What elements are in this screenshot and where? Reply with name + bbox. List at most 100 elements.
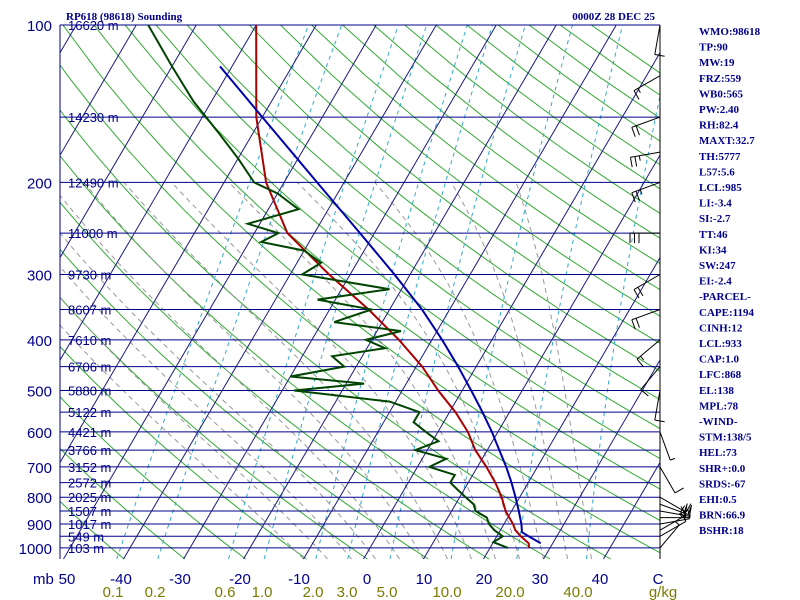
- stability-index: TP:90: [699, 42, 728, 54]
- dry-adiabat-line: [60, 201, 490, 560]
- pressure-tick-label: 100: [27, 18, 52, 35]
- temperature-tick-label: 20: [476, 571, 493, 588]
- dry-adiabat-line: [60, 109, 611, 560]
- stability-index: RH:82.4: [699, 120, 739, 132]
- wind-barb: [640, 366, 661, 397]
- temperature-tick-label: -10: [288, 571, 310, 588]
- dry-adiabat-line: [60, 396, 247, 560]
- stability-index: WB0:565: [699, 88, 744, 100]
- pressure-tick-label: 600: [27, 425, 52, 442]
- mixing-ratio-line: [516, 25, 624, 560]
- temperature-axis-labels: 50 -40 -30 -20 -10 0 10 20 30 40 C: [59, 571, 664, 588]
- station-title: RP618 (98618) Sounding: [66, 11, 183, 23]
- mixing-ratio-label: 20.0: [495, 584, 524, 600]
- isotherm-line: [543, 359, 660, 560]
- wind-barb: [659, 466, 684, 494]
- isotherm-line: [60, 25, 317, 464]
- height-label: 6706 m: [68, 360, 111, 375]
- dry-adiabat-line: [155, 25, 660, 430]
- temperature-tick-label: -30: [169, 571, 191, 588]
- wind-barb: [659, 503, 692, 515]
- isotherm-line: [423, 154, 660, 560]
- moist-adiabat-line: [228, 182, 496, 560]
- pressure-tick-label: 500: [27, 384, 52, 401]
- wind-barb: [659, 431, 676, 461]
- height-label: 5880 m: [68, 384, 111, 399]
- stability-index: KI:34: [699, 244, 727, 256]
- height-label: 9730 m: [68, 267, 111, 282]
- mixing-ratio-line: [315, 25, 468, 560]
- temperature-trace: [255, 25, 530, 548]
- dry-adiabat-line: [60, 345, 307, 560]
- stability-index: LCL:985: [699, 182, 742, 194]
- isotherm-line: [63, 25, 377, 560]
- isotherm-line: [243, 25, 557, 560]
- stability-index: TT:46: [699, 229, 728, 241]
- stability-index: STM:138/5: [699, 432, 752, 444]
- height-label: 3766 m: [68, 443, 111, 458]
- isotherm-line: [60, 25, 137, 157]
- dry-adiabat-line: [559, 25, 660, 96]
- pressure-tick-label: 900: [27, 517, 52, 534]
- sounding-traces: [147, 25, 542, 549]
- dry-adiabat-line: [342, 25, 660, 265]
- stability-index: EI:-2.4: [699, 276, 732, 288]
- mixing-ratio-line: [450, 25, 573, 560]
- temperature-tick-label: 50: [59, 571, 76, 588]
- isobar-grid: [59, 24, 661, 559]
- moist-adiabat-line: [450, 182, 568, 560]
- stability-index: LI:-3.4: [699, 198, 732, 210]
- pressure-axis-labels: 100 200 300 400 500 600 700 800 900 1000: [19, 18, 52, 558]
- wind-barb: [659, 521, 680, 549]
- mixing-ratio-line: [347, 25, 493, 560]
- temperature-tick-label: 30: [532, 571, 549, 588]
- pressure-tick-label: 400: [27, 333, 52, 350]
- wind-barb: [636, 339, 661, 368]
- stability-index: SHR+:0.0: [699, 463, 746, 475]
- stability-index: PW:2.40: [699, 104, 740, 116]
- pressure-tick-label: 200: [27, 175, 52, 192]
- mixing-ratio-line: [586, 93, 660, 560]
- wind-barb: [631, 309, 661, 330]
- dry-adiabat-line: [60, 296, 368, 560]
- moist-adiabat-line: [60, 324, 304, 560]
- temperature-tick-label: -20: [229, 571, 251, 588]
- mixing-ratio-label: 10.0: [432, 584, 461, 600]
- height-label: 7610 m: [68, 333, 111, 348]
- dry-adiabat-line: [62, 25, 660, 522]
- isotherm-line: [60, 25, 77, 54]
- pressure-tick-label: 300: [27, 267, 52, 284]
- stability-index: WMO:98618: [699, 26, 761, 38]
- moist-adiabat-line: [123, 182, 448, 560]
- mixing-ratio-label: g/kg: [649, 584, 677, 600]
- mixing-ratio-label: 0.2: [145, 584, 166, 600]
- stability-index: SW:247: [699, 260, 736, 272]
- stability-index: -WIND-: [699, 416, 738, 428]
- dry-adiabat-line: [60, 447, 186, 560]
- isotherm-line: [183, 25, 497, 560]
- stability-index: CINH:12: [699, 322, 743, 334]
- stability-index: MPL:78: [699, 400, 739, 412]
- wind-barb: [654, 25, 665, 57]
- height-label: 14230 m: [68, 110, 119, 125]
- sounding-time: 0000Z 28 DEC 25: [572, 11, 655, 23]
- stability-index: SRDS:-67: [699, 478, 746, 490]
- dry-adiabat-line: [60, 500, 125, 560]
- stability-index: -PARCEL-: [699, 291, 751, 303]
- wind-barb: [659, 496, 692, 513]
- isotherm-line: [603, 461, 660, 560]
- isotherm-line: [123, 25, 437, 560]
- parcel-trace: [219, 65, 542, 545]
- dry-adiabat-line: [60, 248, 429, 560]
- dry-adiabat-line: [124, 25, 660, 460]
- mixing-ratio-labels: 0.1 0.2 0.6 1.0 2.0 3.0 5.0 10.0 20.0 40.0 g/kg: [103, 584, 678, 600]
- height-label: 11000 m: [68, 226, 118, 241]
- moist-adiabat-line: [374, 182, 544, 560]
- stability-indices-panel: WMO:98618 TP:90 MW:19 FRZ:559 WB0:565 PW:2.40…: [699, 26, 761, 537]
- stability-index: LFC:868: [699, 369, 742, 381]
- dry-adiabat-line: [60, 64, 660, 554]
- stability-index: HEL:73: [699, 447, 737, 459]
- height-label: 2572 m: [68, 476, 111, 491]
- stability-index: LCL:933: [699, 338, 742, 350]
- temperature-tick-label: 0: [363, 571, 371, 588]
